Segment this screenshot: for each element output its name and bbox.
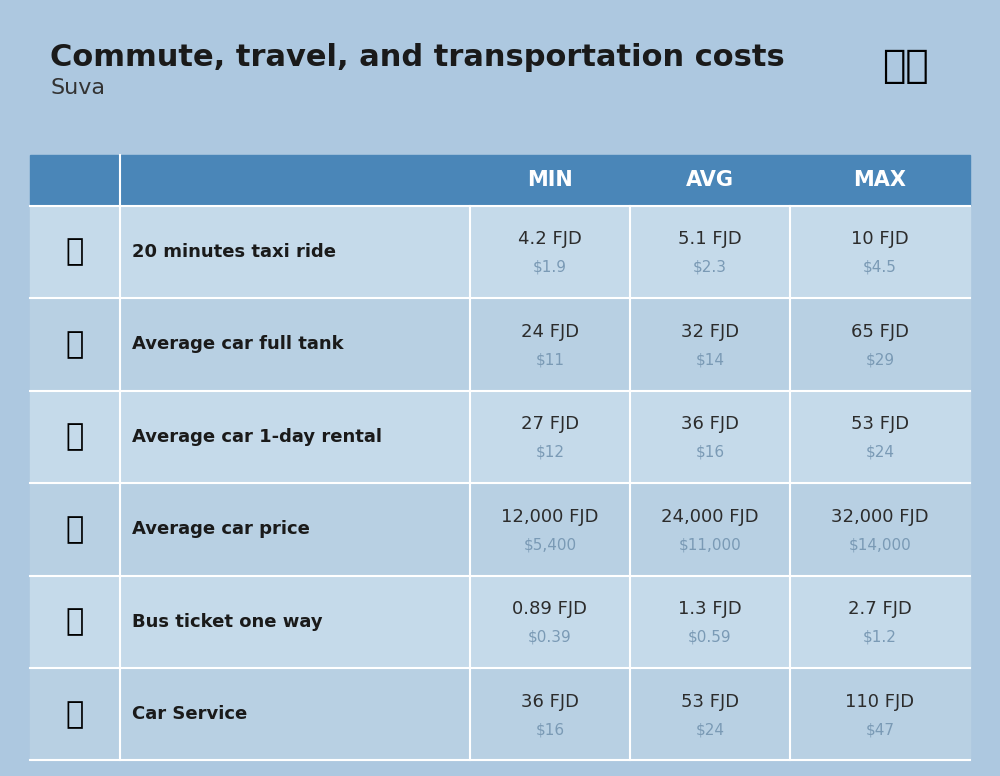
Text: $11: $11 [536, 352, 564, 367]
Text: $11,000: $11,000 [679, 537, 741, 553]
Text: 2.7 FJD: 2.7 FJD [848, 601, 912, 618]
Text: 0.89 FJD: 0.89 FJD [512, 601, 588, 618]
Text: 1.3 FJD: 1.3 FJD [678, 601, 742, 618]
Text: 110 FJD: 110 FJD [845, 693, 915, 711]
Text: 🔧: 🔧 [66, 700, 84, 729]
Text: 53 FJD: 53 FJD [851, 415, 909, 434]
Text: Average car 1-day rental: Average car 1-day rental [132, 428, 382, 446]
Text: 🚙: 🚙 [66, 422, 84, 452]
Text: $14,000: $14,000 [849, 537, 911, 553]
Text: Average car full tank: Average car full tank [132, 335, 344, 353]
Text: $12: $12 [536, 445, 564, 460]
Text: $24: $24 [866, 445, 895, 460]
Text: 10 FJD: 10 FJD [851, 230, 909, 248]
Text: Commute, travel, and transportation costs: Commute, travel, and transportation cost… [50, 43, 785, 71]
Text: 🚌: 🚌 [66, 608, 84, 636]
Text: MIN: MIN [527, 171, 573, 190]
Text: 32,000 FJD: 32,000 FJD [831, 508, 929, 526]
Text: 🚗: 🚗 [66, 514, 84, 544]
Text: $47: $47 [866, 722, 895, 737]
Text: $5,400: $5,400 [523, 537, 577, 553]
Text: 36 FJD: 36 FJD [521, 693, 579, 711]
Text: 12,000 FJD: 12,000 FJD [501, 508, 599, 526]
Text: 🚖: 🚖 [66, 237, 84, 266]
Text: $24: $24 [696, 722, 724, 737]
Text: $29: $29 [865, 352, 895, 367]
Text: 65 FJD: 65 FJD [851, 323, 909, 341]
Text: 4.2 FJD: 4.2 FJD [518, 230, 582, 248]
Text: $1.9: $1.9 [533, 260, 567, 275]
Text: $0.39: $0.39 [528, 630, 572, 645]
Text: 🛢️: 🛢️ [66, 330, 84, 359]
Text: 20 minutes taxi ride: 20 minutes taxi ride [132, 243, 336, 261]
Text: $4.5: $4.5 [863, 260, 897, 275]
Text: AVG: AVG [686, 171, 734, 190]
Text: 5.1 FJD: 5.1 FJD [678, 230, 742, 248]
Text: $1.2: $1.2 [863, 630, 897, 645]
Text: 36 FJD: 36 FJD [681, 415, 739, 434]
Text: $14: $14 [696, 352, 724, 367]
Text: MAX: MAX [854, 171, 906, 190]
Text: Car Service: Car Service [132, 705, 247, 723]
Text: 24 FJD: 24 FJD [521, 323, 579, 341]
Text: $0.59: $0.59 [688, 630, 732, 645]
Text: 32 FJD: 32 FJD [681, 323, 739, 341]
Text: Bus ticket one way: Bus ticket one way [132, 613, 323, 631]
Text: $2.3: $2.3 [693, 260, 727, 275]
Text: Average car price: Average car price [132, 520, 310, 539]
Text: 🇫🇯: 🇫🇯 [882, 47, 928, 85]
Text: $16: $16 [535, 722, 565, 737]
Text: 27 FJD: 27 FJD [521, 415, 579, 434]
Text: $16: $16 [695, 445, 725, 460]
Text: Suva: Suva [50, 78, 105, 98]
Text: 24,000 FJD: 24,000 FJD [661, 508, 759, 526]
Text: 53 FJD: 53 FJD [681, 693, 739, 711]
